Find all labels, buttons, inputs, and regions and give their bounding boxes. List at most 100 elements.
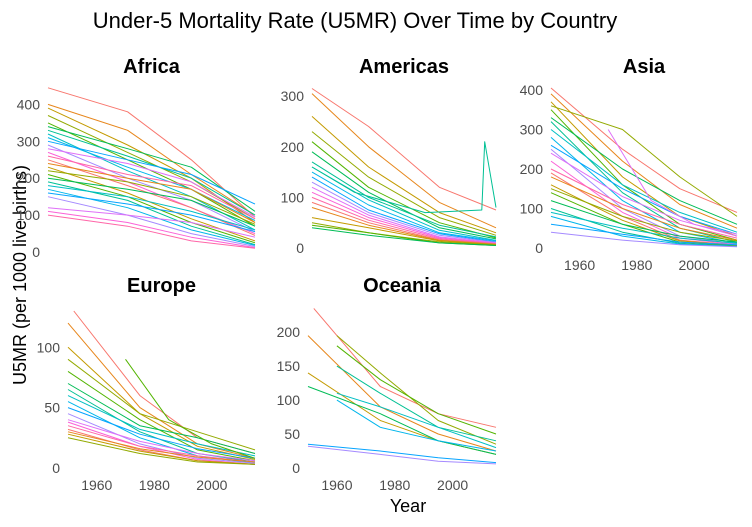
y-axis-title: U5MR (per 1000 live births) xyxy=(10,165,30,385)
x-tick-label: 1980 xyxy=(379,477,410,493)
x-tick-label: 1980 xyxy=(139,477,170,493)
y-tick-label: 50 xyxy=(284,426,300,442)
panel-title: Asia xyxy=(623,56,666,78)
x-tick-label: 2000 xyxy=(196,477,227,493)
panel-title: Oceania xyxy=(363,275,442,297)
series-line xyxy=(67,322,256,459)
y-tick-label: 0 xyxy=(292,460,300,476)
series-line xyxy=(550,105,738,217)
x-tick-label: 2000 xyxy=(678,257,709,273)
series-line xyxy=(47,115,256,220)
series-line xyxy=(311,88,497,211)
panel-americas: Americas 0 100 200 300 xyxy=(281,56,497,256)
series-line xyxy=(67,358,256,451)
series-line xyxy=(550,93,738,229)
facet-panels: Africa0100200300400Americas0100200300Asi… xyxy=(17,56,738,493)
series-line xyxy=(311,201,497,245)
panel-title: Africa xyxy=(123,56,181,78)
series-line xyxy=(550,101,738,237)
panel-asia: Asia 0 100 200 300 400 1960 1980 2000 xyxy=(520,56,738,273)
series-line xyxy=(311,227,497,246)
y-tick-label: 100 xyxy=(277,392,301,408)
series-line xyxy=(47,122,256,227)
y-tick-label: 100 xyxy=(17,207,41,223)
series-line xyxy=(550,168,738,239)
y-tick-label: 200 xyxy=(277,324,301,340)
y-tick-label: 400 xyxy=(520,82,544,98)
y-tick-label: 300 xyxy=(17,133,41,149)
series-line xyxy=(47,159,256,236)
series-line xyxy=(67,419,256,462)
x-tick-label: 2000 xyxy=(437,477,468,493)
series-line xyxy=(550,144,738,235)
series-line xyxy=(550,231,738,248)
series-line xyxy=(311,93,497,229)
x-tick-label: 1960 xyxy=(321,477,352,493)
y-tick-label: 0 xyxy=(296,240,304,256)
series-line xyxy=(67,433,256,465)
y-tick-label: 200 xyxy=(17,170,41,186)
series-line xyxy=(47,87,256,218)
x-axis-title: Year xyxy=(390,496,426,516)
series-line xyxy=(67,370,256,462)
series-line xyxy=(307,335,497,452)
series-line xyxy=(336,345,497,435)
series-line xyxy=(311,217,497,245)
series-line xyxy=(336,399,497,452)
series-line xyxy=(47,163,256,223)
series-line xyxy=(311,186,497,244)
x-tick-label: 1960 xyxy=(564,257,595,273)
series-line xyxy=(311,141,497,239)
panel-africa: Africa 0 100 200 300 400 xyxy=(17,56,256,260)
series-line xyxy=(550,200,738,243)
series-line xyxy=(607,129,738,235)
y-tick-label: 300 xyxy=(520,121,544,137)
series-line xyxy=(47,177,256,227)
series-line xyxy=(311,191,497,244)
series-line xyxy=(47,148,256,218)
series-line xyxy=(550,215,738,247)
series-line xyxy=(311,141,497,214)
y-tick-label: 150 xyxy=(277,358,301,374)
series-line xyxy=(550,172,738,246)
series-line xyxy=(550,129,738,233)
y-tick-label: 300 xyxy=(281,88,305,104)
series-line xyxy=(67,383,256,454)
x-tick-label: 1960 xyxy=(81,477,112,493)
series-line xyxy=(47,170,256,225)
series-line xyxy=(47,155,256,220)
series-line xyxy=(550,137,738,244)
series-line xyxy=(67,395,256,457)
series-line xyxy=(67,346,256,460)
series-line xyxy=(311,181,497,243)
y-tick-label: 0 xyxy=(535,240,543,256)
series-line xyxy=(550,152,738,237)
series-line xyxy=(550,211,738,244)
series-line xyxy=(550,223,738,246)
series-line xyxy=(311,151,497,240)
series-line xyxy=(550,87,738,213)
series-line xyxy=(336,335,497,445)
series-line xyxy=(550,148,738,245)
series-line xyxy=(307,445,497,465)
panel-title: Europe xyxy=(127,275,196,297)
series-line xyxy=(67,437,256,465)
series-line xyxy=(47,185,256,231)
series-line xyxy=(307,372,497,455)
panel-europe: Europe 0 50 100 1960 1980 2000 xyxy=(37,275,256,493)
y-tick-label: 200 xyxy=(520,161,544,177)
series-line xyxy=(67,431,256,463)
series-line xyxy=(550,176,738,241)
series-line xyxy=(47,140,256,205)
series-line xyxy=(47,196,256,247)
y-tick-label: 0 xyxy=(32,244,40,260)
panel-oceania: Oceania 0 50 100 150 200 1960 1980 2000 xyxy=(277,275,497,493)
series-line xyxy=(307,443,497,464)
x-tick-label: 1980 xyxy=(621,257,652,273)
y-tick-label: 100 xyxy=(281,189,305,205)
y-tick-label: 400 xyxy=(17,96,41,112)
series-line xyxy=(67,389,256,463)
series-line xyxy=(336,392,497,449)
series-line xyxy=(67,407,256,459)
